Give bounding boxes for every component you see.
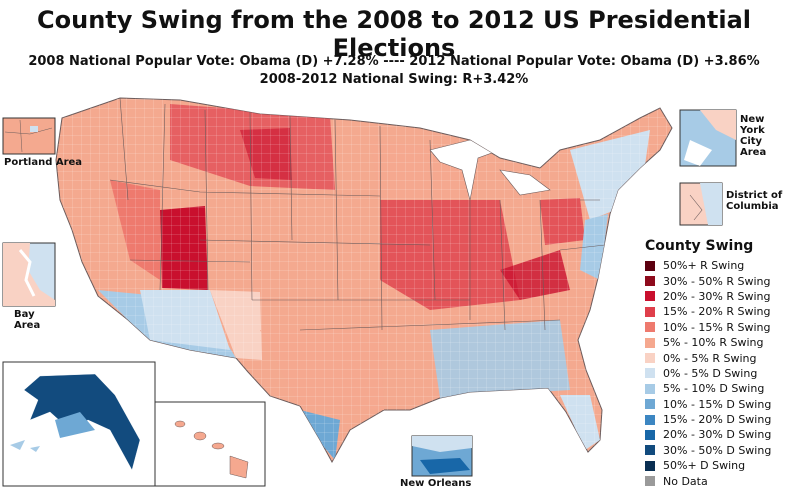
- continental-us: [55, 97, 673, 464]
- legend-item: 0% - 5% D Swing: [645, 366, 771, 381]
- alaska-inset: [2, 361, 156, 487]
- legend-item: 50%+ R Swing: [645, 258, 771, 273]
- legend-item: 20% - 30% R Swing: [645, 289, 771, 304]
- legend-item: 10% - 15% D Swing: [645, 397, 771, 412]
- portland-area-label: Portland Area: [4, 157, 83, 168]
- bay-area-label: Bay Area: [14, 309, 41, 331]
- legend-label: 20% - 30% R Swing: [663, 289, 771, 303]
- legend-swatch: [645, 291, 655, 302]
- legend-label: 0% - 5% R Swing: [663, 351, 757, 365]
- legend-label: 50%+ D Swing: [663, 459, 746, 473]
- legend-swatch: [645, 306, 655, 317]
- popular-vote-subtitle: 2008 National Popular Vote: Obama (D) +7…: [28, 54, 760, 69]
- legend-label: 30% - 50% D Swing: [663, 443, 772, 457]
- legend-item: 5% - 10% D Swing: [645, 381, 771, 396]
- dc-label: District of Columbia: [726, 190, 783, 212]
- legend-swatch: [645, 368, 655, 379]
- legend-item: 20% - 30% D Swing: [645, 427, 771, 442]
- legend-label: 20% - 30% D Swing: [663, 428, 772, 442]
- legend-swatch: [645, 322, 655, 333]
- hawaii-inset: [154, 401, 266, 487]
- legend-swatch: [645, 353, 655, 364]
- legend-swatch: [645, 276, 655, 287]
- legend-item: 5% - 10% R Swing: [645, 335, 771, 350]
- map-title: County Swing from the 2008 to 2012 US Pr…: [37, 6, 751, 62]
- legend-swatch: [645, 260, 655, 271]
- legend-item: 10% - 15% R Swing: [645, 320, 771, 335]
- state-borders: [109, 98, 606, 331]
- legend-swatch: [645, 445, 655, 456]
- new-orleans-inset: [411, 435, 473, 477]
- nyc-inset: [679, 109, 737, 167]
- new-orleans-label: New Orleans: [400, 478, 472, 489]
- nyc-area-label: New York City Area: [740, 114, 767, 158]
- legend-swatch: [645, 399, 655, 410]
- legend-label: 10% - 15% R Swing: [663, 320, 771, 334]
- legend-swatch: [645, 460, 655, 471]
- legend-swatch: [645, 383, 655, 394]
- legend-swatch: [645, 476, 655, 487]
- legend-label: 10% - 15% D Swing: [663, 397, 772, 411]
- legend-rows: 50%+ R Swing 30% - 50% R Swing 20% - 30% R…: [645, 258, 771, 489]
- legend: County Swing 50%+ R Swing 30% - 50% R Swi…: [645, 238, 771, 489]
- legend-title: County Swing: [645, 238, 754, 254]
- legend-label: 5% - 10% R Swing: [663, 336, 764, 350]
- legend-item: 15% - 20% R Swing: [645, 304, 771, 319]
- legend-swatch: [645, 414, 655, 425]
- legend-label: 15% - 20% R Swing: [663, 305, 771, 319]
- legend-swatch: [645, 337, 655, 348]
- bay-area-inset: [2, 242, 56, 307]
- legend-label: 50%+ R Swing: [663, 259, 745, 273]
- portland-inset: [2, 117, 56, 155]
- national-swing-subtitle: 2008-2012 National Swing: R+3.42%: [259, 72, 529, 87]
- legend-item: 30% - 50% R Swing: [645, 273, 771, 288]
- legend-item: 0% - 5% R Swing: [645, 350, 771, 365]
- legend-label: 30% - 50% R Swing: [663, 274, 771, 288]
- legend-item: 50%+ D Swing: [645, 458, 771, 473]
- legend-item: No Data: [645, 473, 771, 488]
- legend-label: 5% - 10% D Swing: [663, 382, 765, 396]
- legend-item: 15% - 20% D Swing: [645, 412, 771, 427]
- legend-swatch: [645, 429, 655, 440]
- legend-label: 15% - 20% D Swing: [663, 413, 772, 427]
- dc-inset: [679, 182, 723, 226]
- legend-label: 0% - 5% D Swing: [663, 366, 758, 380]
- legend-label: No Data: [663, 474, 708, 488]
- legend-item: 30% - 50% D Swing: [645, 443, 771, 458]
